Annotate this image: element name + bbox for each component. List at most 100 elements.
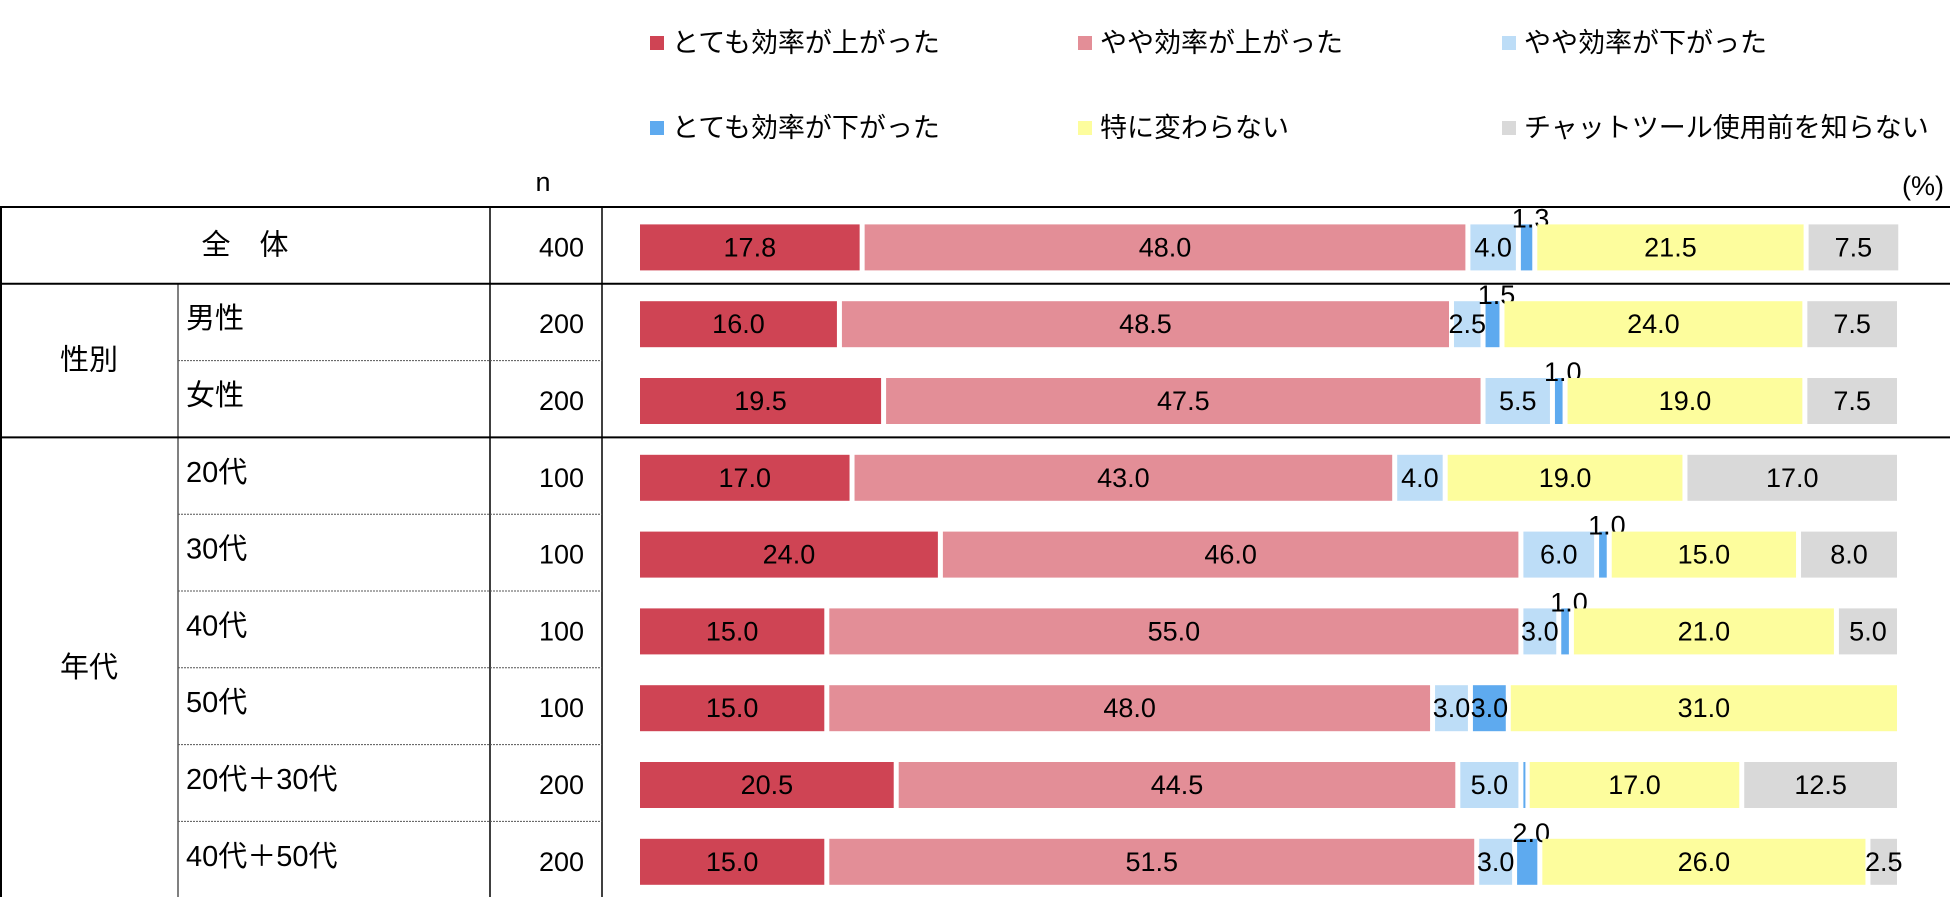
bar-segment	[640, 378, 882, 424]
bar-segment	[942, 531, 1519, 578]
row-n-value: 200	[539, 386, 584, 416]
legend-label: やや効率が上がった	[1100, 28, 1343, 58]
data-label: 21.5	[1644, 232, 1697, 262]
data-label: 15.0	[706, 616, 759, 646]
bar-segment	[1542, 838, 1866, 885]
data-label: 19.0	[1659, 386, 1712, 416]
bar-segment	[1447, 454, 1683, 501]
row-label: 20代＋30代	[186, 764, 338, 796]
bar-segment	[829, 838, 1475, 885]
row-n-value: 200	[539, 309, 584, 339]
bar-segment	[640, 608, 825, 655]
bar-segment	[1599, 531, 1607, 578]
data-label: 15.0	[706, 693, 759, 723]
bar-segment	[1554, 378, 1563, 424]
group-label: 性別	[60, 344, 118, 377]
legend-swatch	[1502, 121, 1516, 135]
bar-segment	[1561, 608, 1569, 655]
data-label: 17.8	[724, 232, 777, 262]
bar-segment	[1435, 685, 1468, 732]
bar-segment	[640, 301, 837, 348]
bar-segment	[1485, 378, 1550, 424]
data-label: 4.0	[1401, 463, 1439, 493]
bar-segment	[1529, 762, 1740, 808]
legend-swatch	[1502, 36, 1516, 50]
group-label: 年代	[60, 651, 118, 684]
data-label: 6.0	[1540, 540, 1578, 570]
bar-segment	[1453, 301, 1481, 348]
row-label: 男性	[186, 302, 244, 335]
bar-segment	[1504, 301, 1803, 348]
bar-segment	[1460, 762, 1519, 808]
legend-label: チャットツール使用前を知らない	[1524, 113, 1929, 143]
row-n-value: 200	[539, 847, 584, 877]
bar-segment	[1808, 224, 1899, 271]
data-label: 7.5	[1833, 386, 1871, 416]
data-label: 48.0	[1103, 693, 1156, 723]
bar-segment	[1510, 685, 1897, 732]
data-label: 46.0	[1204, 540, 1257, 570]
data-label: 51.5	[1125, 847, 1178, 877]
data-label: 24.0	[763, 540, 816, 570]
data-label: 44.5	[1151, 770, 1204, 800]
row-label: 40代＋50代	[186, 841, 338, 873]
data-label: 17.0	[1608, 770, 1661, 800]
row-n-value: 100	[539, 463, 584, 493]
legend-swatch	[1078, 36, 1092, 50]
bar-segment	[640, 531, 938, 578]
data-label: 5.0	[1471, 770, 1509, 800]
data-label: 55.0	[1148, 616, 1201, 646]
bar-segment	[1517, 838, 1538, 885]
data-label: 24.0	[1627, 309, 1680, 339]
unit-label: (%)	[1902, 171, 1944, 201]
row-n-value: 200	[539, 770, 584, 800]
data-label: 3.0	[1477, 847, 1515, 877]
row-label: 50代	[186, 687, 247, 719]
data-label: 3.0	[1471, 693, 1509, 723]
row-label: 40代	[186, 610, 247, 642]
data-label: 2.5	[1865, 847, 1903, 877]
data-label: 43.0	[1097, 463, 1150, 493]
data-label: 3.0	[1433, 693, 1471, 723]
bar-segment	[1523, 531, 1595, 578]
bar-segment	[1870, 838, 1897, 885]
row-n-value: 100	[539, 693, 584, 723]
data-label: 26.0	[1678, 847, 1731, 877]
n-header: n	[535, 167, 550, 197]
bar-segment	[854, 454, 1393, 501]
row-n-value: 100	[539, 540, 584, 570]
data-label: 16.0	[712, 309, 765, 339]
data-label: 48.5	[1119, 309, 1172, 339]
row-label: 20代	[186, 457, 247, 489]
bar-segment	[1485, 301, 1500, 348]
bar-segment	[1520, 224, 1533, 271]
row-label: 女性	[186, 379, 244, 412]
group-label: 全 体	[201, 228, 288, 261]
data-label: 5.5	[1499, 386, 1537, 416]
bar-segment	[1801, 531, 1897, 578]
row-n-value: 100	[539, 616, 584, 646]
data-label: 7.5	[1835, 232, 1873, 262]
data-label: 4.0	[1474, 232, 1512, 262]
bar-segment	[864, 224, 1466, 271]
bar-segment	[1744, 762, 1897, 808]
bar-segment	[1807, 378, 1897, 424]
data-label: 15.0	[706, 847, 759, 877]
bar-segment	[898, 762, 1456, 808]
legend-swatch	[650, 121, 664, 135]
bar-segment	[841, 301, 1449, 348]
bar-segment	[1472, 685, 1506, 732]
data-label: 17.0	[718, 463, 771, 493]
row-label: 30代	[186, 534, 247, 566]
bar-segment	[640, 454, 850, 501]
bar-segment	[1470, 224, 1516, 271]
data-label: 19.5	[734, 386, 787, 416]
bar-segment	[640, 762, 894, 808]
bar-segment	[829, 685, 1431, 732]
data-label: 5.0	[1849, 616, 1887, 646]
data-label: 17.0	[1766, 463, 1819, 493]
legend-label: 特に変わらない	[1100, 113, 1289, 143]
legend-label: とても効率が下がった	[672, 113, 940, 143]
data-label: 20.5	[741, 770, 794, 800]
